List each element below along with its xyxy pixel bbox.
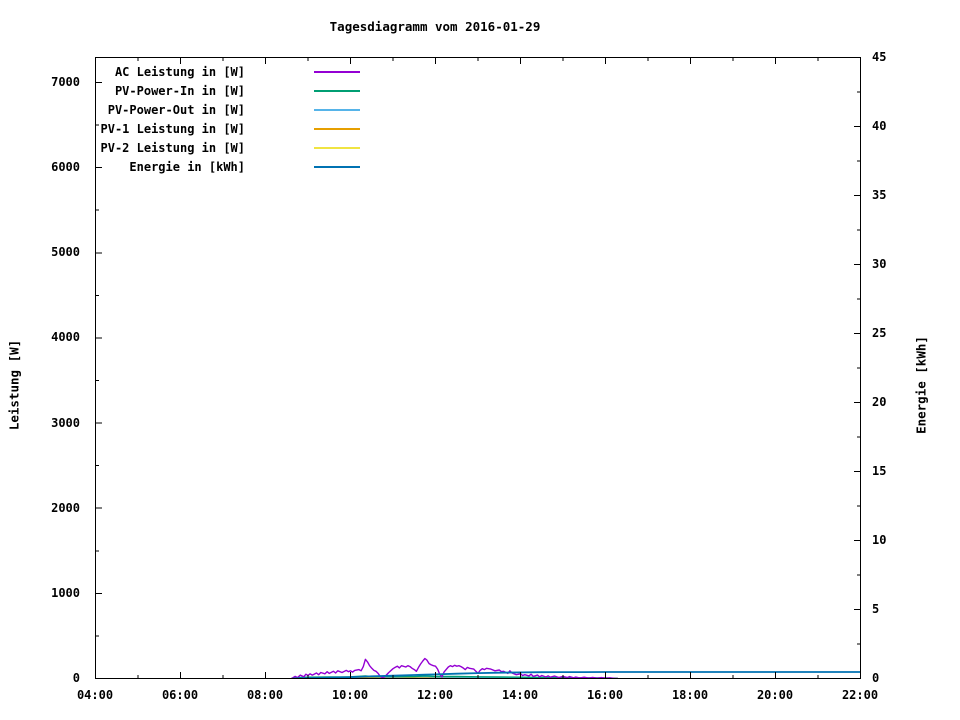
- y-right-tick-label: 45: [872, 50, 887, 64]
- x-tick-label: 14:00: [501, 688, 539, 702]
- legend-label: PV-1 Leistung in [W]: [100, 122, 246, 136]
- y-left-tick-label: 2000: [51, 500, 80, 515]
- y-left-tick-label: 4000: [51, 330, 80, 345]
- legend-row: PV-1 Leistung in [W]: [0, 122, 420, 136]
- x-tick-label: 06:00: [161, 688, 199, 702]
- y-axis-label-right: Energie [kWh]: [913, 336, 929, 434]
- y-right-tick-label: 25: [872, 326, 887, 340]
- plot-border: [95, 57, 861, 679]
- x-tick-label: 22:00: [841, 688, 879, 702]
- x-tick-label: 20:00: [756, 688, 794, 702]
- legend-line-sample: [314, 128, 360, 130]
- series-line-0: [291, 657, 619, 679]
- x-tick-label: 12:00: [416, 688, 454, 702]
- legend-label: PV-2 Leistung in [W]: [100, 141, 246, 155]
- legend-row: PV-Power-In in [W]: [0, 84, 420, 98]
- x-tick-label: 10:00: [331, 688, 369, 702]
- legend-line-sample: [314, 166, 360, 168]
- legend-label: Energie in [kWh]: [129, 160, 245, 174]
- legend-row: PV-Power-Out in [W]: [0, 103, 420, 117]
- x-tick-label: 16:00: [586, 688, 624, 702]
- y-right-tick-label: 15: [872, 464, 887, 478]
- legend-line-sample: [314, 71, 360, 73]
- y-left-tick-label: 5000: [51, 245, 80, 260]
- x-tick-label: 04:00: [76, 688, 114, 702]
- series-line-5: [292, 671, 861, 679]
- legend-label: PV-Power-In in [W]: [114, 84, 245, 98]
- legend-line-sample: [314, 90, 360, 92]
- x-tick-label: 08:00: [246, 688, 284, 702]
- y-left-tick-label: 6000: [51, 160, 80, 175]
- y-right-tick-label: 10: [872, 533, 887, 547]
- y-right-tick-label: 20: [872, 395, 887, 409]
- y-left-tick-label: 0: [72, 671, 80, 685]
- legend-row: AC Leistung in [W]: [0, 65, 420, 79]
- y-right-tick-label: 40: [872, 119, 887, 133]
- y-right-tick-label: 5: [872, 602, 880, 616]
- legend-line-sample: [314, 109, 360, 111]
- legend-label: PV-Power-Out in [W]: [107, 103, 245, 117]
- plot-area: [95, 57, 861, 679]
- y-left-tick-label: 1000: [51, 585, 80, 600]
- x-tick-label: 18:00: [671, 688, 709, 702]
- legend-row: Energie in [kWh]: [0, 160, 420, 174]
- legend-line-sample: [314, 147, 360, 149]
- legend-row: PV-2 Leistung in [W]: [0, 141, 420, 155]
- chart-title: Tagesdiagramm vom 2016-01-29: [329, 19, 541, 34]
- legend-label: AC Leistung in [W]: [114, 65, 245, 79]
- y-left-tick-label: 3000: [51, 415, 80, 430]
- y-left-tick-label: 7000: [51, 75, 80, 90]
- y-right-tick-label: 0: [872, 671, 880, 685]
- y-right-tick-label: 30: [872, 257, 887, 271]
- y-right-tick-label: 35: [872, 188, 887, 202]
